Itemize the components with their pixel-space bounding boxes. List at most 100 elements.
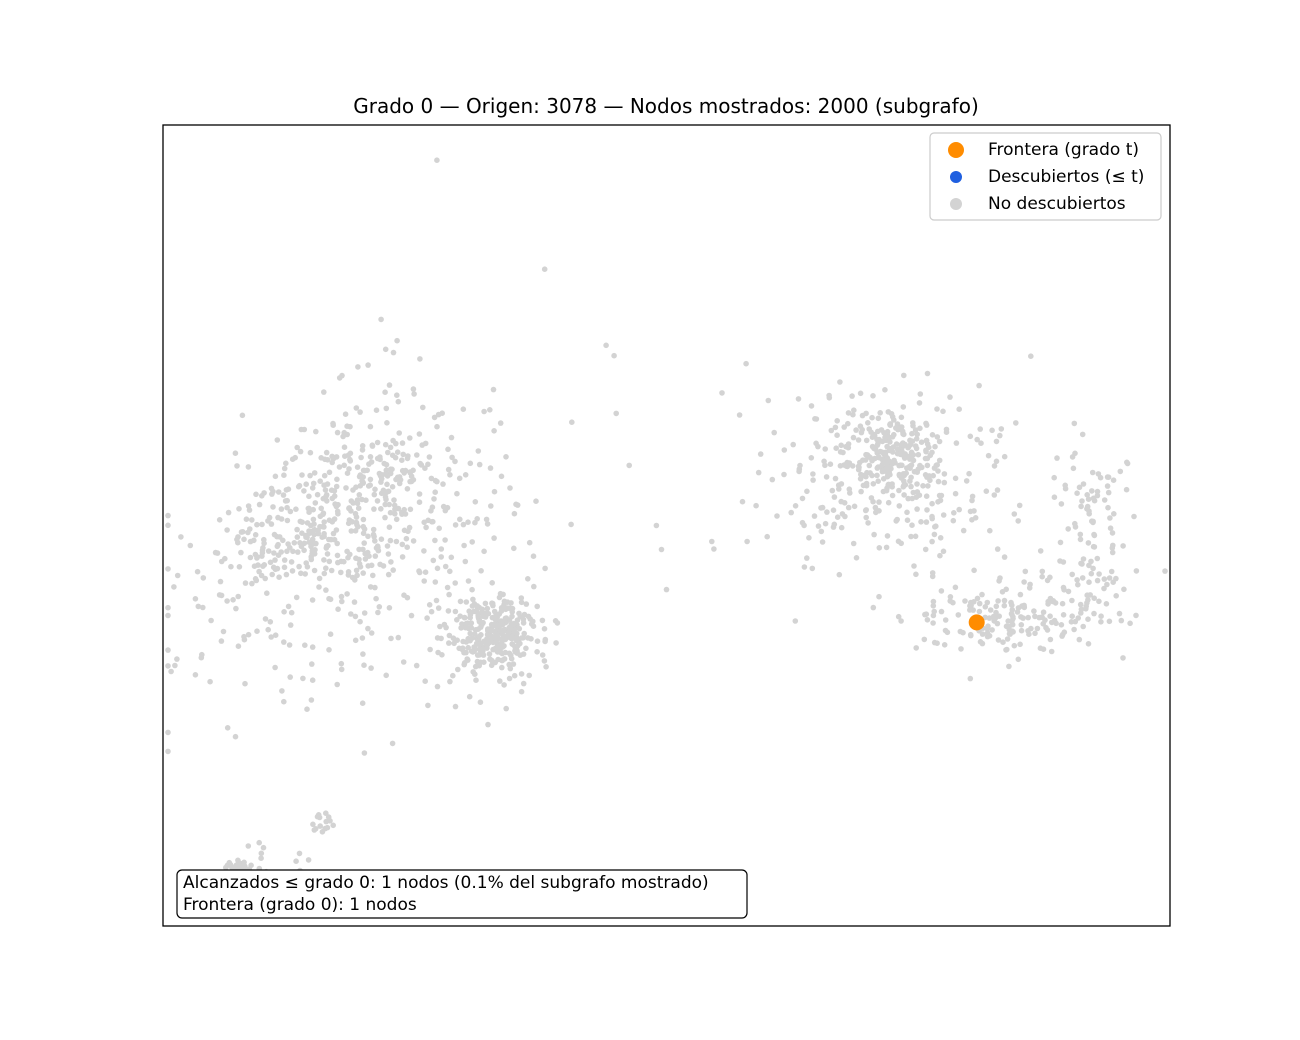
undiscovered-node-point xyxy=(796,466,803,472)
undiscovered-node-point xyxy=(344,431,351,438)
undiscovered-node-point xyxy=(982,604,989,610)
undiscovered-node-point xyxy=(311,567,318,574)
undiscovered-node-point xyxy=(285,603,292,610)
undiscovered-node-point xyxy=(1004,646,1010,653)
undiscovered-node-point xyxy=(329,459,336,466)
undiscovered-node-point xyxy=(838,442,844,449)
undiscovered-node-point xyxy=(267,559,274,566)
undiscovered-node-point xyxy=(511,627,517,633)
undiscovered-node-point xyxy=(808,403,815,409)
undiscovered-node-point xyxy=(501,656,508,662)
undiscovered-node-point xyxy=(247,554,254,561)
undiscovered-node-point xyxy=(974,436,980,443)
undiscovered-node-point xyxy=(497,678,503,684)
undiscovered-node-point xyxy=(392,511,398,517)
undiscovered-node-point xyxy=(450,672,456,679)
undiscovered-node-point xyxy=(222,555,228,562)
undiscovered-node-point xyxy=(1039,614,1045,620)
undiscovered-node-point xyxy=(518,599,525,606)
undiscovered-node-point xyxy=(246,507,253,513)
undiscovered-node-point xyxy=(930,472,936,479)
undiscovered-node-point xyxy=(531,583,537,590)
undiscovered-node-point xyxy=(165,566,171,572)
undiscovered-node-point xyxy=(875,464,881,470)
undiscovered-node-point xyxy=(360,530,367,537)
undiscovered-node-point xyxy=(465,578,472,584)
undiscovered-node-point xyxy=(552,618,559,624)
undiscovered-node-point xyxy=(1072,520,1078,527)
undiscovered-node-point xyxy=(316,575,323,582)
undiscovered-node-point xyxy=(383,672,390,679)
undiscovered-node-point xyxy=(495,656,501,663)
undiscovered-node-point xyxy=(378,316,384,323)
undiscovered-node-point xyxy=(317,823,324,829)
undiscovered-node-point xyxy=(940,512,947,518)
undiscovered-node-point xyxy=(365,483,372,489)
undiscovered-node-point xyxy=(952,475,959,482)
undiscovered-node-point xyxy=(1118,617,1125,624)
undiscovered-node-point xyxy=(278,549,285,555)
undiscovered-node-point xyxy=(941,642,948,648)
undiscovered-node-point xyxy=(360,651,366,657)
undiscovered-node-point xyxy=(315,530,322,537)
undiscovered-node-point xyxy=(998,426,1005,432)
undiscovered-node-point xyxy=(487,465,494,471)
undiscovered-node-point xyxy=(788,509,794,516)
undiscovered-node-point xyxy=(472,663,479,670)
undiscovered-node-point xyxy=(1106,618,1113,625)
undiscovered-node-point xyxy=(978,440,984,447)
undiscovered-node-point xyxy=(465,644,472,651)
legend-marker-frontera xyxy=(948,142,964,158)
undiscovered-node-point xyxy=(460,638,466,645)
undiscovered-node-point xyxy=(311,827,318,833)
undiscovered-node-point xyxy=(885,409,892,415)
undiscovered-node-point xyxy=(272,664,278,671)
undiscovered-node-point xyxy=(880,488,887,495)
undiscovered-node-point xyxy=(521,630,527,637)
undiscovered-node-point xyxy=(875,415,882,422)
undiscovered-node-point xyxy=(287,674,294,680)
undiscovered-node-point xyxy=(318,505,325,512)
undiscovered-node-point xyxy=(294,534,301,540)
undiscovered-node-point xyxy=(313,428,319,435)
undiscovered-node-point xyxy=(359,635,366,641)
undiscovered-node-point xyxy=(553,640,559,646)
undiscovered-node-point xyxy=(1074,577,1080,583)
undiscovered-node-point xyxy=(310,506,317,513)
undiscovered-node-point xyxy=(264,590,270,596)
undiscovered-node-point xyxy=(781,447,788,453)
undiscovered-node-point xyxy=(511,545,517,552)
undiscovered-node-point xyxy=(526,672,532,679)
undiscovered-node-point xyxy=(361,526,368,532)
undiscovered-node-point xyxy=(302,642,308,648)
undiscovered-node-point xyxy=(830,507,837,513)
undiscovered-node-point xyxy=(280,537,286,544)
undiscovered-node-point xyxy=(914,431,920,438)
undiscovered-node-point xyxy=(836,571,843,578)
undiscovered-node-point xyxy=(401,470,408,476)
undiscovered-node-point xyxy=(420,404,426,411)
undiscovered-node-point xyxy=(368,630,375,636)
undiscovered-node-point xyxy=(1094,577,1101,584)
undiscovered-node-point xyxy=(476,618,483,625)
undiscovered-node-point xyxy=(376,604,383,610)
undiscovered-node-point xyxy=(342,411,349,418)
undiscovered-node-point xyxy=(416,569,423,576)
undiscovered-node-point xyxy=(569,419,575,426)
undiscovered-node-point xyxy=(503,705,510,712)
undiscovered-node-point xyxy=(774,513,780,519)
undiscovered-node-point xyxy=(241,536,247,543)
undiscovered-node-point xyxy=(276,574,282,580)
undiscovered-node-point xyxy=(1113,593,1119,599)
undiscovered-node-point xyxy=(298,426,305,433)
undiscovered-node-point xyxy=(952,490,959,497)
undiscovered-node-point xyxy=(1087,592,1093,598)
undiscovered-node-point xyxy=(523,645,529,652)
undiscovered-node-point xyxy=(329,495,336,502)
undiscovered-node-point xyxy=(338,666,345,673)
undiscovered-node-point xyxy=(423,524,429,531)
undiscovered-node-point xyxy=(834,514,841,520)
undiscovered-node-point xyxy=(334,508,341,515)
undiscovered-node-point xyxy=(165,647,171,653)
undiscovered-node-point xyxy=(462,472,469,478)
